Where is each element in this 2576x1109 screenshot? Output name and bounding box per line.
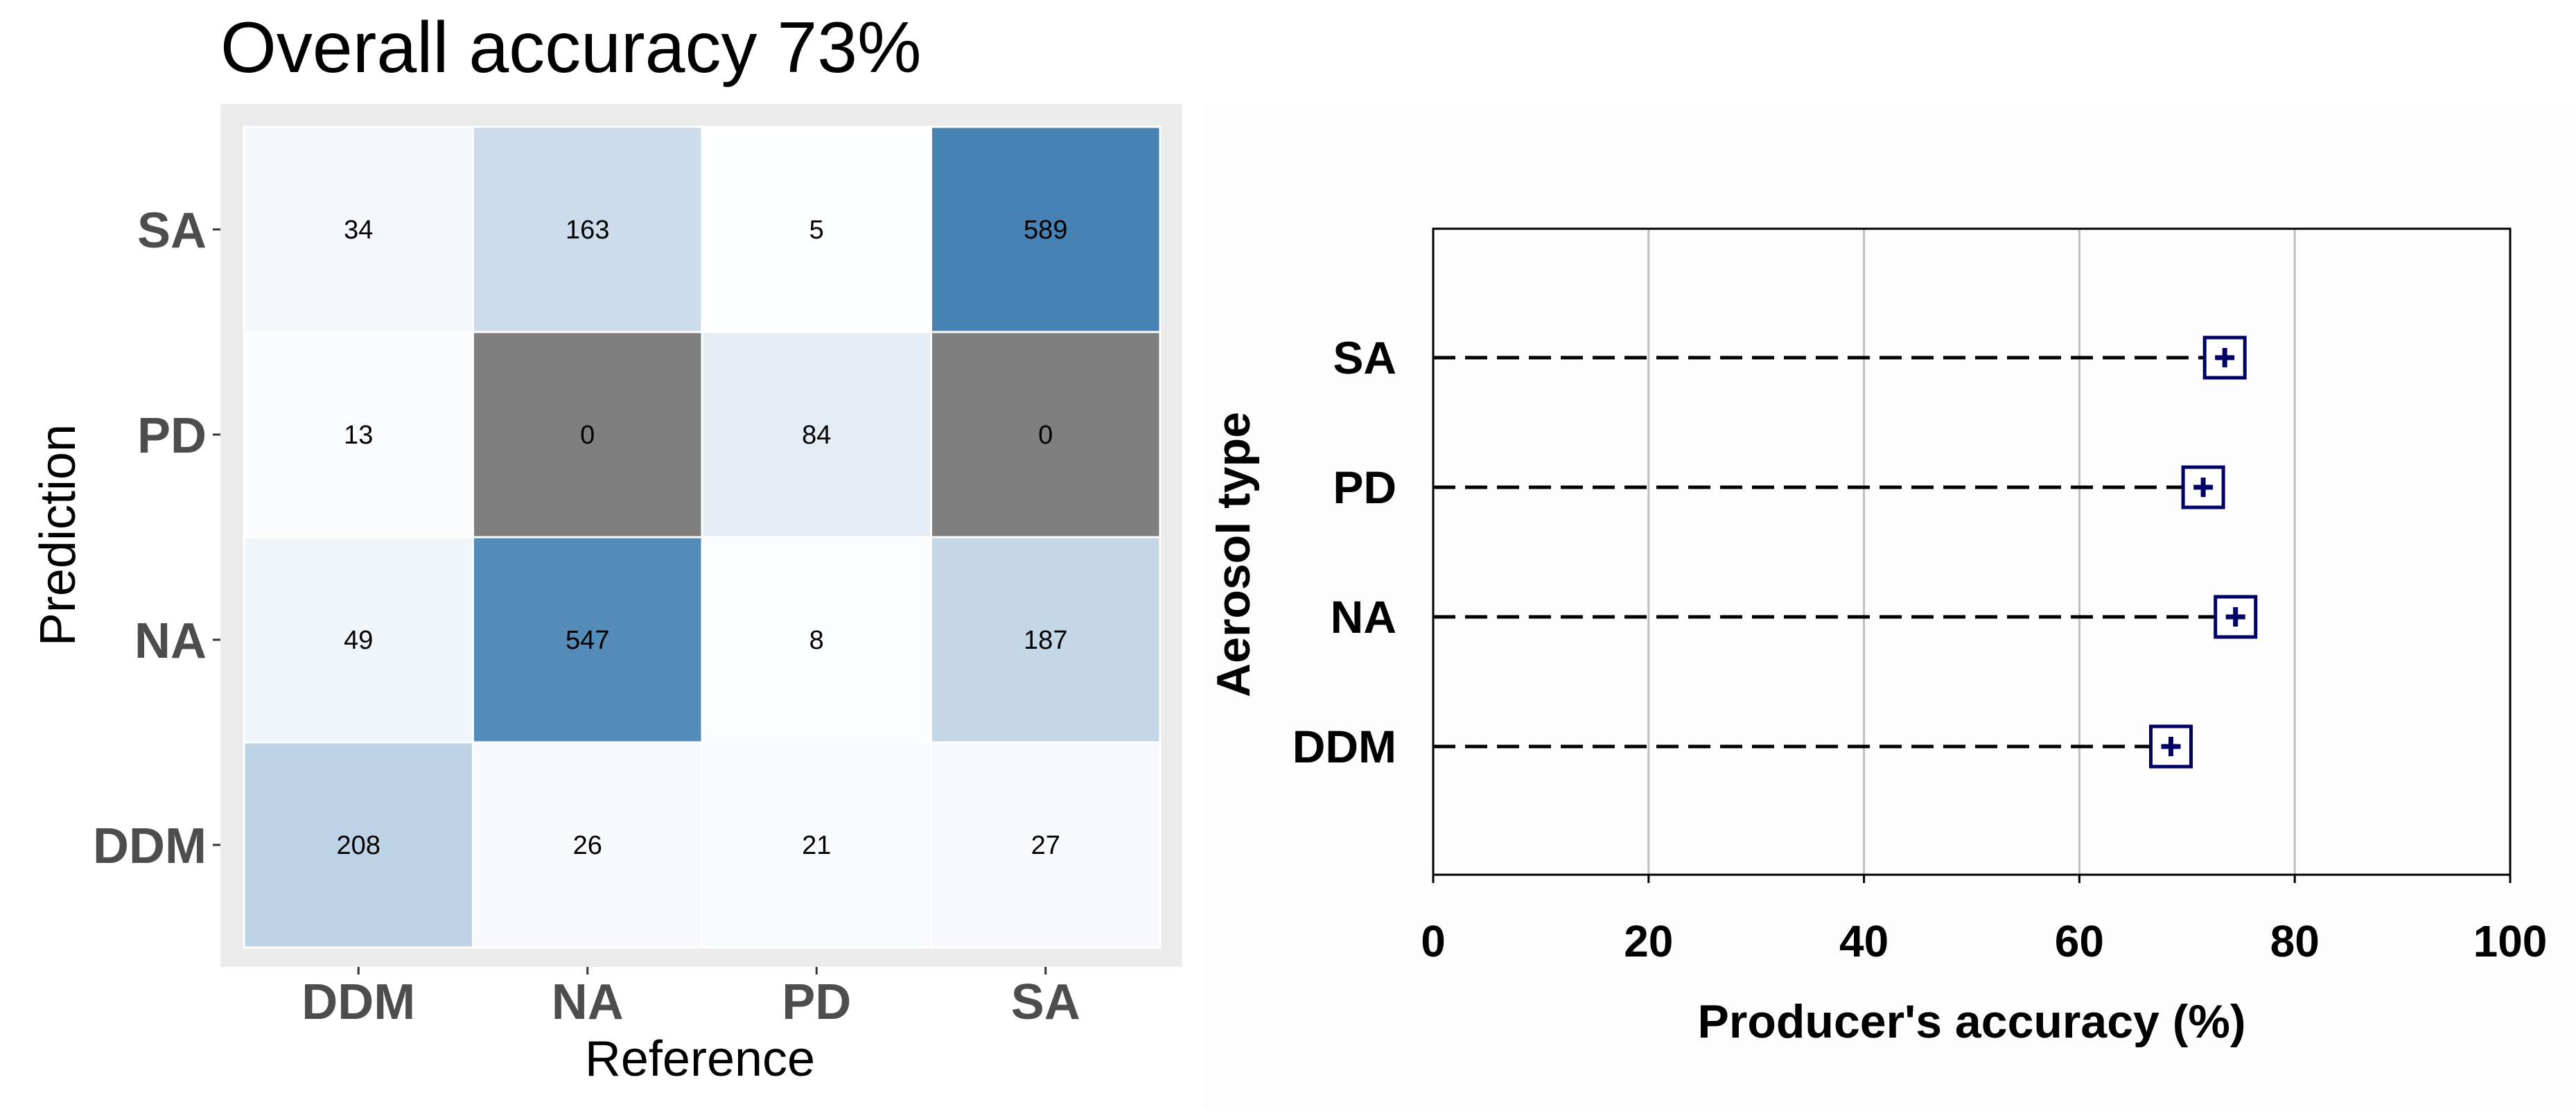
x-tick-label: 60: [2055, 916, 2104, 966]
heatmap-cell: [701, 331, 932, 539]
cell-value-label: 21: [802, 831, 831, 860]
y-tick-label: NA: [1331, 591, 1396, 643]
x-tick-label: 100: [2473, 916, 2548, 966]
heatmap-cell: [472, 536, 703, 744]
cell-value-label: 84: [802, 421, 831, 450]
x-tick-label: SA: [1011, 975, 1080, 1030]
y-axis-title: Aerosol type: [1207, 412, 1260, 697]
y-tick-label: NA: [134, 613, 207, 669]
cell-value-label: 5: [809, 216, 824, 245]
accuracy-row: DDM: [1293, 721, 2193, 772]
accuracy-row: NA: [1331, 591, 2258, 643]
confusion-matrix-chart: Overall accuracy 73% 34 163 5 589 13 0 84 0 49 54…: [30, 8, 1182, 1087]
heatmap-cell: [930, 331, 1162, 539]
x-tick-label: 0: [1421, 916, 1446, 966]
y-tick-label: SA: [1333, 332, 1396, 383]
y-tick-label: DDM: [1293, 721, 1396, 772]
cell-value-label: 163: [566, 216, 609, 245]
cell-value-label: 0: [580, 421, 595, 450]
plot-frame: [1432, 227, 2512, 876]
y-tick-label: PD: [1333, 462, 1396, 513]
heatmap-cell: [701, 741, 932, 949]
heatmap-cell: [930, 741, 1162, 949]
heatmap-cells: 34 163 5 589 13 0 84 0 49 547 8 187 208 26 21 27: [243, 125, 1162, 949]
cell-value-label: 49: [344, 626, 373, 655]
accuracy-row: SA: [1333, 332, 2247, 383]
heatmap-cell: [930, 536, 1162, 744]
heatmap-cell: [472, 741, 703, 949]
x-axis-ticks: DDM NA PD SA: [301, 967, 1080, 1030]
y-tick-label: SA: [137, 203, 207, 259]
plot-background: [1203, 104, 2576, 1109]
accuracy-rows: SA PD NA DDM: [1293, 332, 2258, 772]
chart-title: Overall accuracy 73%: [220, 8, 922, 88]
cell-value-label: 547: [566, 626, 609, 655]
heatmap-cell: [243, 741, 474, 949]
cell-value-label: 208: [337, 831, 380, 860]
x-gridlines: [1647, 229, 2296, 875]
y-tick-label: PD: [137, 408, 207, 464]
producers-accuracy-chart: SA PD NA DDM 0 20 40 60 80 100 Producer's accura…: [1203, 104, 2576, 1109]
y-axis-ticks: SA PD NA DDM: [93, 203, 220, 874]
heatmap-cell: [930, 125, 1162, 333]
accuracy-row: PD: [1333, 462, 2225, 513]
accuracy-plus-marker: [2193, 478, 2214, 497]
y-axis-title: Prediction: [30, 424, 86, 646]
heatmap-cell: [243, 536, 474, 744]
cell-value-label: 187: [1024, 626, 1067, 655]
x-tick-label: 20: [1624, 916, 1673, 966]
accuracy-plus-marker: [2161, 737, 2181, 756]
heatmap-cell: [472, 125, 703, 333]
x-axis-title: Reference: [585, 1031, 815, 1087]
x-axis-title: Producer's accuracy (%): [1698, 995, 2246, 1048]
accuracy-marker-box: [2148, 724, 2193, 769]
cell-value-label: 27: [1031, 831, 1060, 860]
x-tick-label: PD: [782, 975, 851, 1030]
cell-value-label: 589: [1024, 216, 1067, 245]
cell-value-label: 13: [344, 421, 373, 450]
x-tick-label: 80: [2270, 916, 2320, 966]
accuracy-plus-marker: [2215, 348, 2235, 367]
cell-value-label: 34: [344, 216, 373, 245]
cell-value-label: 8: [809, 626, 824, 655]
cell-value-label: 0: [1038, 421, 1053, 450]
x-tick-label: 40: [1839, 916, 1889, 966]
x-axis-ticks: 0 20 40 60 80 100: [1421, 875, 2547, 966]
cell-value-label: 26: [573, 831, 602, 860]
x-tick-label: NA: [552, 975, 624, 1030]
accuracy-plus-marker: [2225, 607, 2245, 627]
y-tick-label: DDM: [93, 819, 207, 874]
heatmap-cell: [701, 125, 932, 333]
x-tick-label: DDM: [301, 975, 415, 1030]
heatmap-cell: [243, 125, 474, 333]
